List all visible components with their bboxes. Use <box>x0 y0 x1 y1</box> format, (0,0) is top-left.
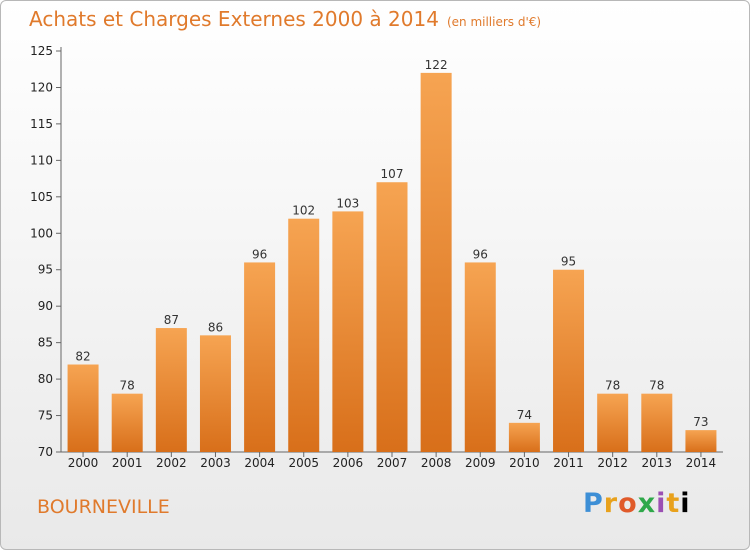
x-tick-label: 2008 <box>421 456 452 470</box>
bar <box>553 269 585 452</box>
chart-labels: 2000 82 2001 78 2002 87 2003 86 2004 96 2005 102 200… <box>68 58 716 470</box>
chart-unit: (en milliers d'€) <box>446 15 542 29</box>
bar-value-label: 96 <box>473 247 488 261</box>
y-tick-label: 80 <box>38 372 53 386</box>
chart-axes: 70 75 80 85 90 95 100 105 110 115 120 125 <box>30 44 723 459</box>
x-tick-label: 2003 <box>200 456 231 470</box>
y-tick-label: 105 <box>30 190 53 204</box>
bar-value-label: 122 <box>425 58 448 72</box>
x-tick-label: 2010 <box>509 456 540 470</box>
bar <box>199 335 231 452</box>
y-tick-label: 70 <box>38 445 53 459</box>
bar-value-label: 78 <box>120 379 135 393</box>
bar-value-label: 74 <box>517 408 532 422</box>
bar <box>464 262 496 452</box>
x-tick-label: 2005 <box>288 456 319 470</box>
y-tick-label: 110 <box>30 153 53 167</box>
bar-value-label: 78 <box>605 379 620 393</box>
x-tick-label: 2009 <box>465 456 496 470</box>
bar-value-label: 95 <box>561 255 576 269</box>
bar <box>332 211 364 452</box>
chart-title-text: Achats et Charges Externes 2000 à 2014 <box>29 7 439 31</box>
y-tick-label: 90 <box>38 299 53 313</box>
x-tick-label: 2004 <box>244 456 275 470</box>
bar-value-label: 96 <box>252 247 267 261</box>
x-tick-label: 2007 <box>377 456 408 470</box>
x-tick-label: 2013 <box>642 456 673 470</box>
bar <box>155 328 187 452</box>
chart-title: Achats et Charges Externes 2000 à 2014 (e… <box>29 7 541 31</box>
bar-value-label: 82 <box>75 350 90 364</box>
bar-value-label: 86 <box>208 320 223 334</box>
bar <box>641 393 673 452</box>
x-tick-label: 2011 <box>553 456 584 470</box>
bar-value-label: 87 <box>164 313 179 327</box>
x-tick-label: 2006 <box>333 456 364 470</box>
chart-bars <box>67 72 717 452</box>
x-tick-label: 2012 <box>597 456 628 470</box>
city-name: BOURNEVILLE <box>37 496 170 518</box>
x-tick-label: 2014 <box>686 456 717 470</box>
bar <box>597 393 629 452</box>
y-tick-label: 120 <box>30 80 53 94</box>
bar-value-label: 78 <box>649 379 664 393</box>
x-tick-label: 2001 <box>112 456 143 470</box>
x-tick-label: 2000 <box>68 456 99 470</box>
bar <box>420 72 452 452</box>
bar-value-label: 103 <box>336 196 359 210</box>
y-tick-label: 95 <box>38 263 53 277</box>
bar <box>111 393 143 452</box>
bar <box>685 430 717 452</box>
x-tick-label: 2002 <box>156 456 187 470</box>
y-tick-label: 100 <box>30 226 53 240</box>
bar <box>376 182 408 452</box>
bar <box>508 422 540 452</box>
bar-value-label: 73 <box>693 415 708 429</box>
bar-value-label: 102 <box>292 204 315 218</box>
bar <box>288 218 320 452</box>
y-tick-label: 75 <box>38 409 53 423</box>
y-tick-label: 85 <box>38 336 53 350</box>
y-tick-label: 115 <box>30 117 53 131</box>
bar <box>67 364 99 452</box>
proxiti-logo: Proxiti <box>583 488 691 519</box>
bar-value-label: 107 <box>381 167 404 181</box>
y-tick-label: 125 <box>30 44 53 58</box>
bar <box>244 262 276 452</box>
